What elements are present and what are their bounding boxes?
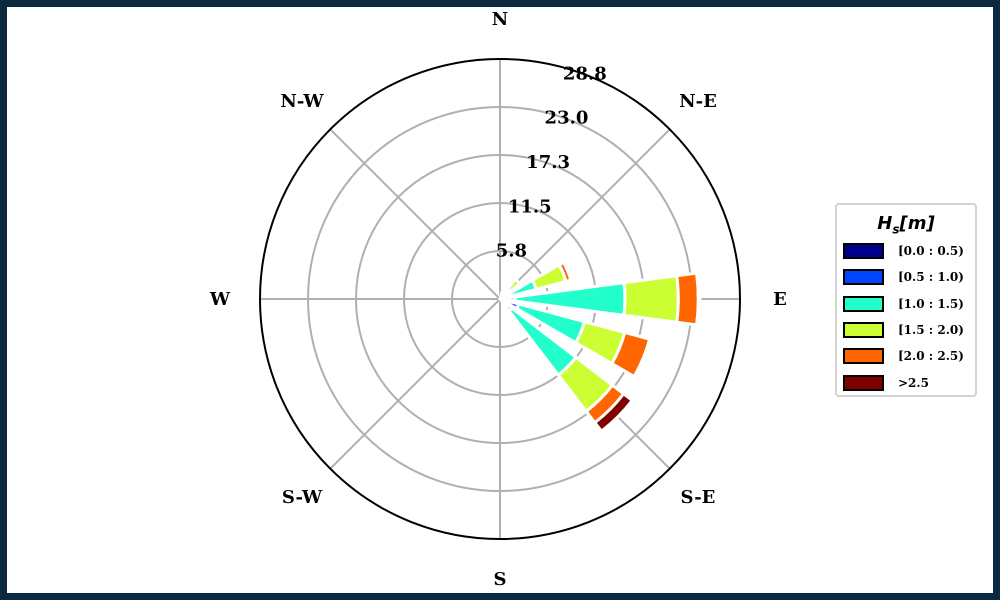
direction-label: W xyxy=(209,289,231,310)
legend-label: [0.5 : 1.0) xyxy=(898,270,964,285)
direction-label: E xyxy=(773,289,787,310)
legend-title-unit: [m] xyxy=(899,213,935,234)
legend-entry: [0.0 : 0.5) xyxy=(843,243,973,259)
rose-bar-segment xyxy=(632,337,654,380)
figure-canvas: 5.8 11.5 17.3 23.0 28.8 N N-E E S-E S S-W W N-W Hs[… xyxy=(7,7,993,593)
legend-label: [2.0 : 2.5) xyxy=(898,349,964,364)
rose-bar-segment xyxy=(675,271,700,327)
legend-label: >2.5 xyxy=(898,375,929,390)
legend-swatch xyxy=(843,374,884,391)
legend-label: [0.0 : 0.5) xyxy=(898,244,964,258)
rose-bar-segment xyxy=(506,277,522,293)
legend: Hs[m] [0.0 : 0.5) [0.5 : 1.0) [1.0 : 1.5) [… xyxy=(835,203,977,397)
legend-label: [1.5 : 2.0) xyxy=(898,322,964,337)
direction-label: N xyxy=(492,9,508,30)
grid-spoke xyxy=(329,128,501,300)
radial-tick-label: 17.3 xyxy=(526,152,570,173)
direction-label: S-W xyxy=(282,487,323,508)
legend-entry: [1.5 : 2.0) xyxy=(843,321,973,338)
legend-label: [1.0 : 1.5) xyxy=(898,296,964,311)
legend-entry: [0.5 : 1.0) xyxy=(843,269,973,286)
radial-tick-label: 23.0 xyxy=(545,108,589,129)
direction-label: S xyxy=(494,569,507,590)
legend-swatch xyxy=(843,295,884,312)
grid-spoke xyxy=(499,128,671,300)
legend-entry: >2.5 xyxy=(843,374,973,391)
rose-bar-segment xyxy=(695,271,702,327)
radial-tick-label: 11.5 xyxy=(508,196,552,217)
legend-title-main: H xyxy=(877,213,893,234)
legend-title-subscript: s xyxy=(892,222,900,237)
radial-tick-label: 28.8 xyxy=(563,63,607,84)
rose-bar-segment xyxy=(622,274,680,324)
legend-swatch xyxy=(843,269,884,286)
legend-swatch xyxy=(843,243,884,259)
direction-label: S-E xyxy=(681,487,716,508)
legend-entry: [1.0 : 1.5) xyxy=(843,295,973,312)
rose-bar-segment xyxy=(593,392,634,433)
direction-label: N-W xyxy=(280,91,324,112)
windrose-chart: 5.8 11.5 17.3 23.0 28.8 N N-E E S-E S S-W W N-W xyxy=(209,9,787,590)
rose-bar-segment xyxy=(562,260,574,282)
outer-axis-circle xyxy=(259,58,741,540)
direction-labels: N N-E E S-E S S-W W N-W xyxy=(209,9,787,590)
direction-label: N-E xyxy=(679,91,717,112)
radial-tick-labels: 5.8 11.5 17.3 23.0 28.8 xyxy=(496,63,607,261)
legend-swatch xyxy=(843,321,884,338)
grid-spoke xyxy=(329,298,501,470)
radial-tick-label: 5.8 xyxy=(496,241,527,262)
legend-title: Hs[m] xyxy=(837,213,975,237)
rose-bars xyxy=(498,260,702,433)
legend-swatch xyxy=(843,348,884,365)
legend-entry: [2.0 : 2.5) xyxy=(843,348,973,365)
